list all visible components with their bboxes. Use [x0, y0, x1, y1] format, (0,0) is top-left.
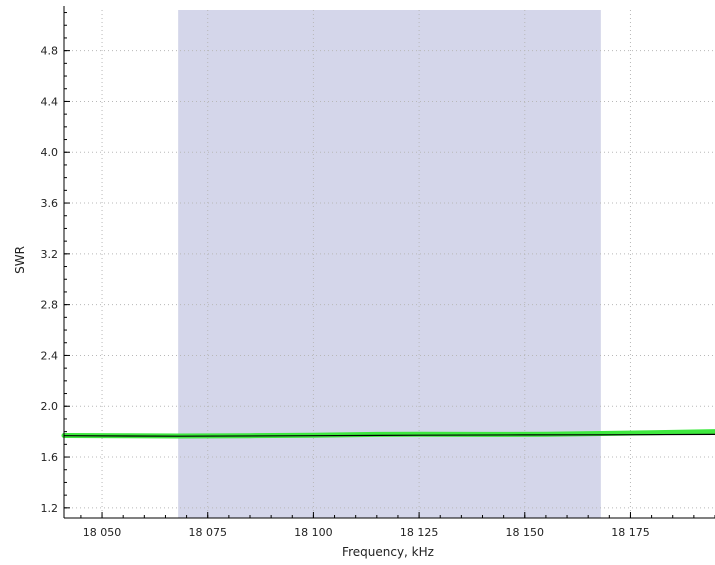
y-tick-label: 1.2 [41, 502, 59, 515]
y-tick-label: 3.6 [41, 197, 59, 210]
grid-layer [64, 10, 715, 518]
frequency-band-highlight [178, 10, 601, 518]
x-tick-label: 18 125 [400, 526, 439, 539]
x-tick-label: 18 075 [188, 526, 227, 539]
y-tick-label: 2.8 [41, 299, 59, 312]
y-tick-label: 4.0 [41, 146, 59, 159]
y-tick-label: 2.0 [41, 400, 59, 413]
y-tick-label: 4.4 [41, 95, 59, 108]
x-tick-label: 18 100 [294, 526, 333, 539]
x-tick-label: 18 050 [83, 526, 122, 539]
y-tick-label: 3.2 [41, 248, 59, 261]
axis-layer: 1.2 1.6 2.0 2.4 2.8 3.2 3.6 4.0 4.4 4.8 18 050 18 0… [41, 6, 715, 539]
x-tick-label: 18 150 [506, 526, 545, 539]
x-axis-title: Frequency, kHz [342, 545, 434, 559]
swr-reference-line [63, 433, 715, 437]
x-tick-label: 18 175 [611, 526, 650, 539]
y-tick-label: 4.8 [41, 45, 59, 58]
frequency-band-layer [178, 10, 601, 518]
y-tick-label: 2.4 [41, 349, 59, 362]
series-layer [61, 429, 715, 439]
y-tick-label: 1.6 [41, 451, 59, 464]
y-axis-title: SWR [13, 246, 27, 274]
